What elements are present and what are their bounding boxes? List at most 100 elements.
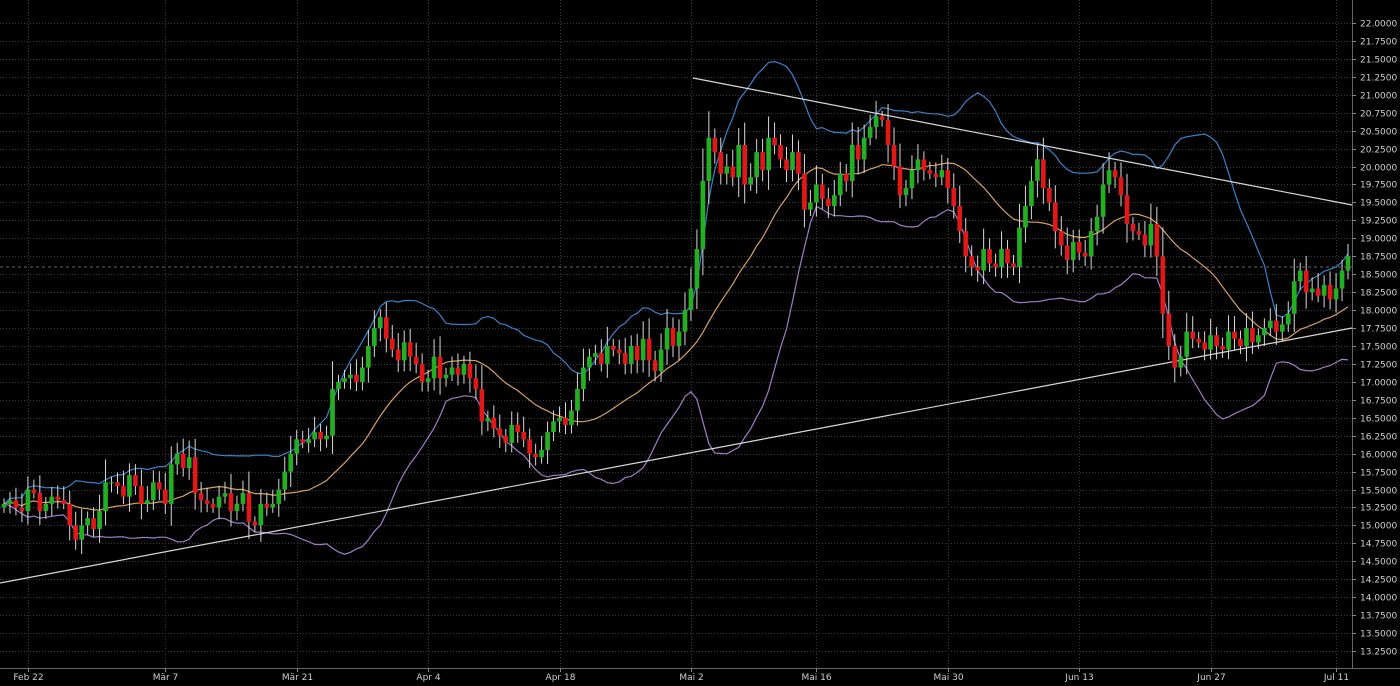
y-tick-label: 18.2500 bbox=[1360, 289, 1397, 299]
candle-body bbox=[85, 518, 90, 526]
candle-body bbox=[808, 202, 813, 210]
candle-body bbox=[1142, 234, 1148, 246]
candle bbox=[7, 491, 13, 514]
candle bbox=[1250, 311, 1255, 354]
candle bbox=[778, 134, 783, 168]
candle bbox=[993, 253, 998, 277]
candle-body bbox=[1041, 159, 1046, 189]
y-tick-label: 17.7500 bbox=[1360, 325, 1397, 335]
candle bbox=[909, 155, 915, 200]
candle bbox=[282, 456, 288, 501]
candle-body bbox=[437, 356, 443, 379]
candle bbox=[485, 410, 491, 432]
candle bbox=[646, 318, 652, 377]
candle bbox=[593, 344, 598, 365]
candle bbox=[933, 162, 939, 187]
candle bbox=[372, 310, 377, 358]
candle bbox=[987, 238, 992, 273]
candle-body bbox=[539, 450, 544, 458]
candle bbox=[545, 421, 550, 465]
candle-body bbox=[1190, 331, 1196, 339]
y-axis: 22.0000 21.7500 21.5000 21.2500 21.0000 20.75… bbox=[1352, 20, 1397, 658]
candle bbox=[419, 353, 425, 392]
candle-body bbox=[1005, 249, 1010, 264]
candle bbox=[766, 116, 771, 190]
candle bbox=[843, 164, 849, 192]
candle bbox=[587, 348, 592, 381]
candle-body bbox=[718, 152, 724, 174]
candle bbox=[1029, 166, 1034, 220]
candle bbox=[706, 111, 712, 204]
candle bbox=[1303, 255, 1309, 309]
candle-body bbox=[1309, 288, 1315, 293]
candle-body bbox=[515, 424, 521, 433]
candle bbox=[1232, 316, 1237, 350]
candle-body bbox=[951, 188, 957, 207]
candle bbox=[461, 355, 467, 384]
candle bbox=[19, 493, 25, 523]
candle bbox=[1172, 334, 1178, 383]
candle bbox=[55, 485, 61, 509]
candle bbox=[73, 511, 79, 550]
candle-body bbox=[1118, 177, 1124, 196]
candle-body bbox=[204, 500, 210, 504]
candle-body bbox=[1017, 227, 1022, 268]
candle-body bbox=[957, 206, 963, 232]
candle-body bbox=[670, 328, 676, 346]
candle bbox=[1088, 218, 1094, 270]
y-tick-label: 19.5000 bbox=[1360, 199, 1397, 209]
candle-body bbox=[282, 471, 288, 490]
candle-body bbox=[1130, 223, 1136, 232]
candle bbox=[324, 425, 329, 448]
y-tick-label: 16.2500 bbox=[1360, 433, 1397, 443]
x-tick-label: Feb 22 bbox=[13, 673, 43, 683]
candle-body bbox=[1339, 270, 1345, 289]
candle bbox=[312, 416, 317, 448]
candle-body bbox=[963, 231, 969, 257]
candle bbox=[670, 317, 676, 358]
candle-body bbox=[97, 511, 102, 529]
candle bbox=[222, 481, 228, 504]
candle-body bbox=[1196, 338, 1201, 343]
candle bbox=[1279, 316, 1285, 341]
candle bbox=[814, 165, 819, 217]
candle-body bbox=[509, 424, 515, 443]
x-tick-label: Jun 27 bbox=[1196, 673, 1225, 683]
y-tick-label: 13.7500 bbox=[1360, 612, 1397, 622]
candle bbox=[527, 428, 532, 468]
candle-body bbox=[1052, 202, 1058, 232]
candle-body bbox=[366, 345, 371, 368]
candle-body bbox=[730, 166, 736, 178]
y-tick-label: 15.2500 bbox=[1360, 504, 1397, 514]
candle bbox=[1041, 137, 1046, 204]
candle-body bbox=[610, 345, 616, 350]
candle bbox=[336, 375, 341, 400]
candle-body bbox=[1232, 331, 1237, 339]
candle bbox=[174, 442, 180, 475]
candle bbox=[921, 151, 927, 181]
candle bbox=[449, 356, 455, 382]
candle bbox=[975, 255, 980, 282]
candle bbox=[939, 154, 945, 186]
candle-body bbox=[318, 432, 323, 440]
candle-body bbox=[1273, 320, 1279, 332]
candle bbox=[790, 134, 795, 182]
candle-body bbox=[1106, 170, 1112, 185]
candle-body bbox=[1250, 328, 1255, 343]
candle bbox=[210, 498, 216, 513]
candle bbox=[395, 332, 401, 373]
candle bbox=[1333, 273, 1339, 313]
candle bbox=[288, 435, 294, 488]
candle bbox=[192, 438, 198, 510]
candle bbox=[216, 485, 222, 520]
candle bbox=[258, 489, 264, 542]
candle-body bbox=[485, 417, 491, 422]
candle-body bbox=[1297, 270, 1303, 282]
candle bbox=[1023, 185, 1028, 243]
candle bbox=[234, 495, 240, 521]
candle bbox=[712, 128, 718, 164]
candle-body bbox=[664, 328, 670, 350]
candle-body bbox=[348, 374, 353, 379]
candle-body bbox=[682, 310, 688, 332]
candle-body bbox=[497, 428, 503, 436]
